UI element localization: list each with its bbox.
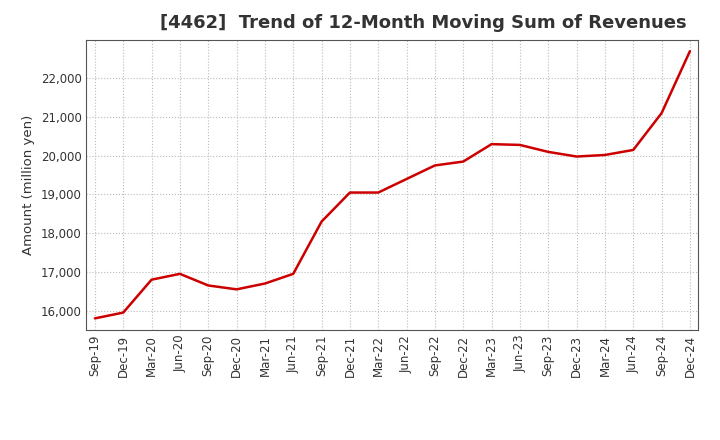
Y-axis label: Amount (million yen): Amount (million yen) [22,115,35,255]
Text: [4462]  Trend of 12-Month Moving Sum of Revenues: [4462] Trend of 12-Month Moving Sum of R… [160,15,686,33]
